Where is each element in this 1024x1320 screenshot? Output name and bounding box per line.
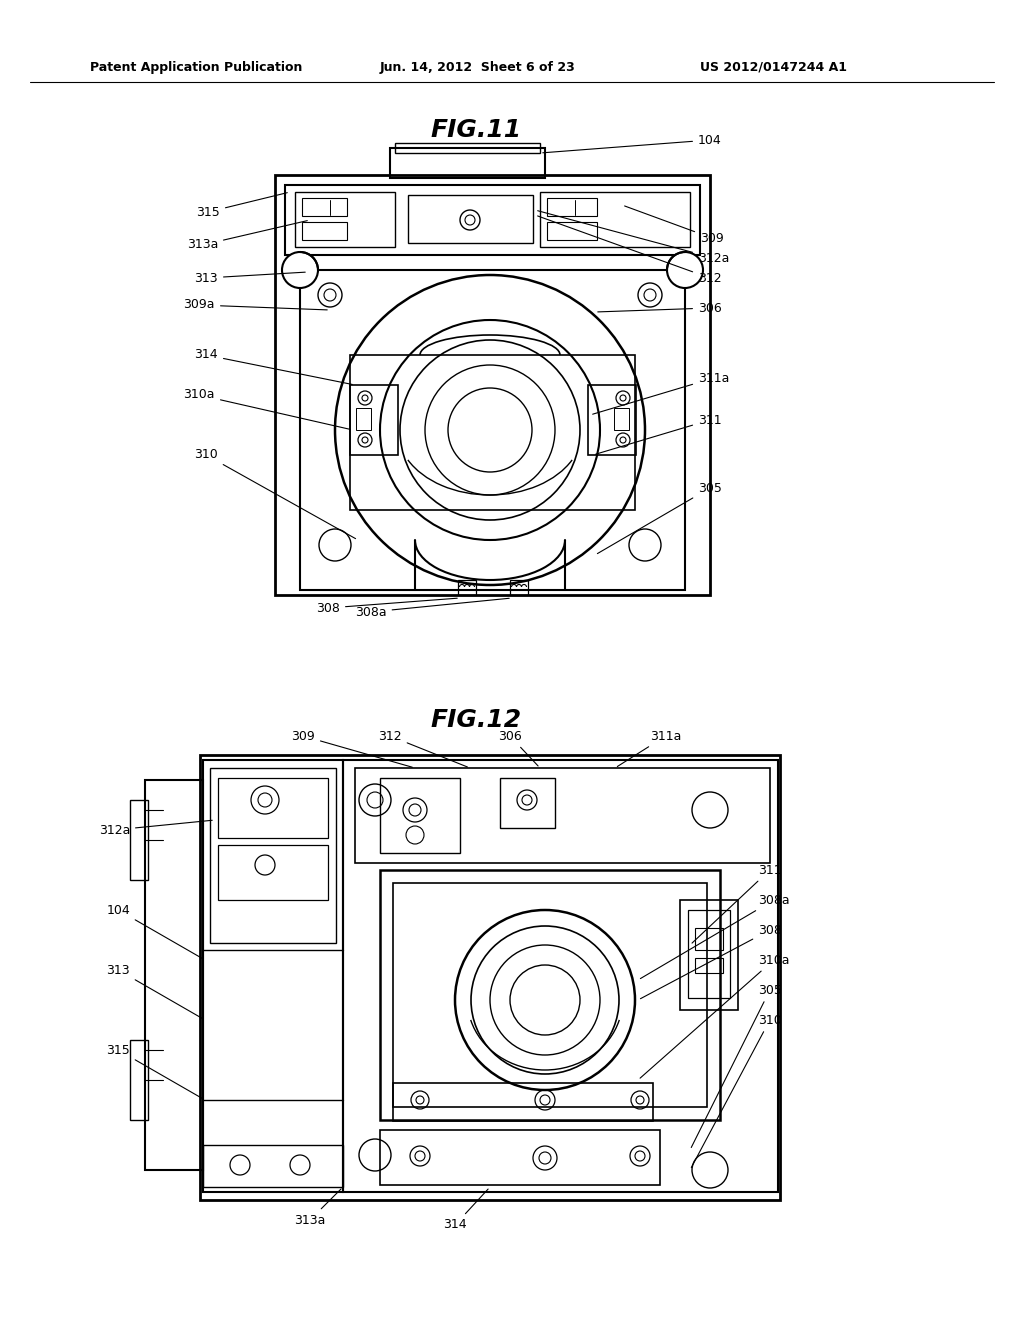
Text: 310a: 310a [640,953,790,1078]
Bar [350,385,398,455]
Bar [408,195,534,243]
Text: 309a: 309a [183,298,328,312]
Bar [680,900,738,1010]
Text: 306: 306 [498,730,538,766]
Text: Jun. 14, 2012  Sheet 6 of 23: Jun. 14, 2012 Sheet 6 of 23 [380,61,575,74]
Text: Patent Application Publication: Patent Application Publication [90,61,302,74]
Bar [130,800,148,880]
Bar [547,198,597,216]
Bar [540,191,690,247]
Bar [395,143,540,153]
Text: 310: 310 [691,1014,781,1168]
Text: 314: 314 [195,348,352,384]
Bar [380,870,720,1119]
Bar [210,768,336,942]
Text: 311a: 311a [593,371,729,414]
Bar [343,760,778,1192]
Bar [300,271,685,590]
Text: FIG.12: FIG.12 [430,708,521,733]
Bar [510,579,528,595]
Text: 305: 305 [691,983,782,1147]
Text: 311a: 311a [617,730,681,767]
Bar [130,1040,148,1119]
Bar [355,768,770,863]
Bar [547,222,597,240]
Bar [275,176,710,595]
Bar [695,928,723,950]
Bar [380,777,460,853]
Text: 310a: 310a [183,388,350,429]
Text: 314: 314 [443,1189,488,1232]
Bar [218,845,328,900]
Bar [688,909,730,998]
Bar [393,1082,653,1121]
Text: 312a: 312a [98,820,212,837]
Text: 309: 309 [291,730,413,767]
Bar [200,755,780,1200]
Bar [614,408,629,430]
Text: 312: 312 [538,216,722,285]
Text: 311: 311 [596,413,722,454]
Bar [380,1130,660,1185]
Bar [285,185,700,255]
Circle shape [667,252,703,288]
Text: 311: 311 [692,863,781,942]
Bar [390,148,545,178]
Text: FIG.11: FIG.11 [430,117,521,143]
Bar [393,883,707,1107]
Bar [203,1144,343,1187]
Text: 308: 308 [316,598,458,615]
Text: 312: 312 [378,730,467,767]
Circle shape [282,252,318,288]
Bar [350,355,635,510]
Text: 310: 310 [195,449,355,539]
Bar [302,222,347,240]
Text: 306: 306 [598,301,722,314]
Text: 315: 315 [197,193,288,219]
Text: 309: 309 [625,206,724,244]
Text: 313: 313 [106,964,203,1019]
Text: 312a: 312a [538,211,729,264]
Text: 313: 313 [195,272,305,285]
Bar [500,777,555,828]
Text: 308: 308 [640,924,782,999]
Bar [356,408,371,430]
Bar [695,958,723,973]
Bar [203,760,343,1192]
Text: 104: 104 [106,903,203,958]
Bar [302,198,347,216]
Text: 313a: 313a [186,220,307,252]
Text: US 2012/0147244 A1: US 2012/0147244 A1 [700,61,847,74]
Text: 104: 104 [543,133,722,153]
Text: 305: 305 [597,482,722,553]
Text: 308a: 308a [640,894,790,978]
Bar [588,385,636,455]
Text: 308a: 308a [355,598,509,619]
Text: 313a: 313a [294,1189,341,1226]
Bar [145,780,203,1170]
Text: 315: 315 [106,1044,203,1098]
Bar [458,579,476,595]
Bar [295,191,395,247]
Bar [218,777,328,838]
